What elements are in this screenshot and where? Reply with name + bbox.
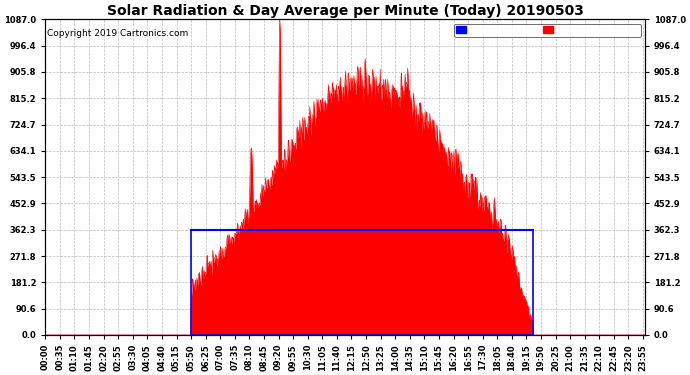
- Legend: Median (W/m2), Radiation (W/m2): Median (W/m2), Radiation (W/m2): [454, 24, 640, 37]
- Text: Copyright 2019 Cartronics.com: Copyright 2019 Cartronics.com: [46, 29, 188, 38]
- Title: Solar Radiation & Day Average per Minute (Today) 20190503: Solar Radiation & Day Average per Minute…: [106, 4, 584, 18]
- Bar: [191, 230, 533, 335]
